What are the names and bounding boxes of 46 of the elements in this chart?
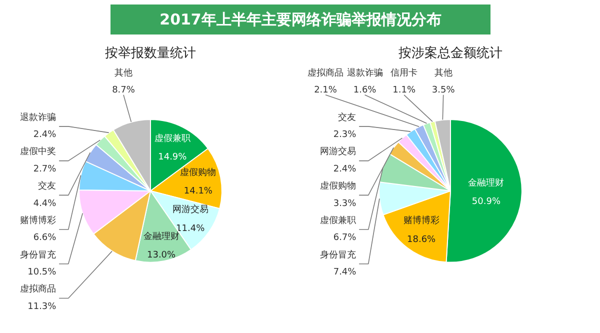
slice-label: 金融理财	[468, 177, 504, 188]
slice-label: 虚假购物	[320, 180, 356, 192]
slice-label: 交友	[338, 112, 356, 123]
data-label: 11.3%	[28, 302, 57, 312]
data-label: 13.0%	[146, 250, 176, 261]
data-label: 2.4%	[333, 164, 357, 174]
slice-label: 其他	[434, 67, 452, 78]
slice-label: 虚假中奖	[20, 146, 56, 158]
data-label: 1.6%	[353, 86, 377, 96]
slice-label: 身份冒充	[20, 249, 56, 260]
slice-label: 赌博博彩	[20, 214, 56, 226]
data-label: 3.5%	[432, 86, 456, 96]
slice-label: 金融理财	[143, 231, 180, 242]
slice-label: 退款诈骗	[20, 112, 56, 123]
chart-subtitle: 按举报数量统计	[105, 46, 196, 61]
data-label: 18.6%	[407, 234, 436, 245]
slice-label: 虚假购物	[180, 167, 216, 178]
chart-subtitle: 按涉案总金额统计	[398, 44, 502, 61]
data-label: 6.6%	[33, 233, 57, 244]
data-label: 50.9%	[472, 196, 501, 207]
slice-label: 赌博博彩	[403, 215, 440, 226]
slice-label: 退款诈骗	[346, 67, 383, 78]
slice-label: 身份冒充	[320, 249, 356, 260]
slice-label: 交友	[38, 180, 56, 192]
slice-label: 虚假兼职	[320, 214, 356, 226]
text: 2017年上半年主要网络诈骗举报情况分布	[160, 10, 442, 28]
data-label: 3.3%	[333, 198, 357, 209]
data-label: 2.3%	[333, 130, 357, 140]
data-label: 7.4%	[333, 268, 357, 278]
slice-label: 网游交易	[172, 204, 208, 216]
data-label: 6.7%	[333, 233, 357, 244]
slice-label: 虚拟商品	[20, 284, 56, 295]
data-label: 2.4%	[33, 130, 57, 140]
slice-label: 虚假兼职	[154, 132, 190, 144]
data-label: 2.1%	[314, 86, 338, 96]
data-label: 2.7%	[33, 164, 57, 174]
data-label: 4.4%	[33, 198, 57, 209]
slice-label: 其他	[114, 67, 133, 78]
slice-label: 网游交易	[320, 146, 356, 158]
data-label: 10.5%	[28, 268, 57, 278]
data-label: 1.1%	[392, 86, 416, 96]
data-label: 14.1%	[184, 186, 213, 197]
slice-label: 虚拟商品	[308, 67, 344, 78]
data-label: 8.7%	[112, 86, 136, 96]
data-label: 14.9%	[158, 152, 188, 162]
slice-label: 信用卡	[390, 67, 418, 78]
